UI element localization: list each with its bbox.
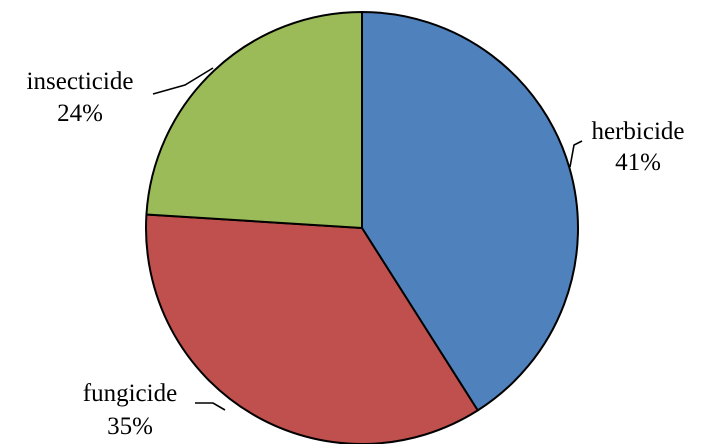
pie-slice-fungicide (145, 213, 479, 444)
slices-layer (145, 11, 579, 444)
leader-line-insecticide (152, 67, 214, 95)
leader-line-herbicide (569, 140, 583, 168)
slice-value-label-fungicide: 35% (107, 413, 153, 440)
labels-layer: herbicide 41% fungicide 35% insecticide 24% (27, 68, 685, 440)
pie-slice-herbicide (361, 11, 579, 412)
slice-label-fungicide: fungicide (83, 380, 177, 407)
slice-label-herbicide: herbicide (591, 118, 684, 145)
slice-label-insecticide: insecticide (27, 68, 134, 95)
slice-value-label-insecticide: 24% (57, 100, 103, 127)
pie-slice-insecticide (145, 11, 363, 229)
slice-value-label-herbicide: 41% (615, 149, 661, 176)
leader-lines-layer (152, 67, 583, 411)
leader-line-fungicide (195, 402, 226, 411)
